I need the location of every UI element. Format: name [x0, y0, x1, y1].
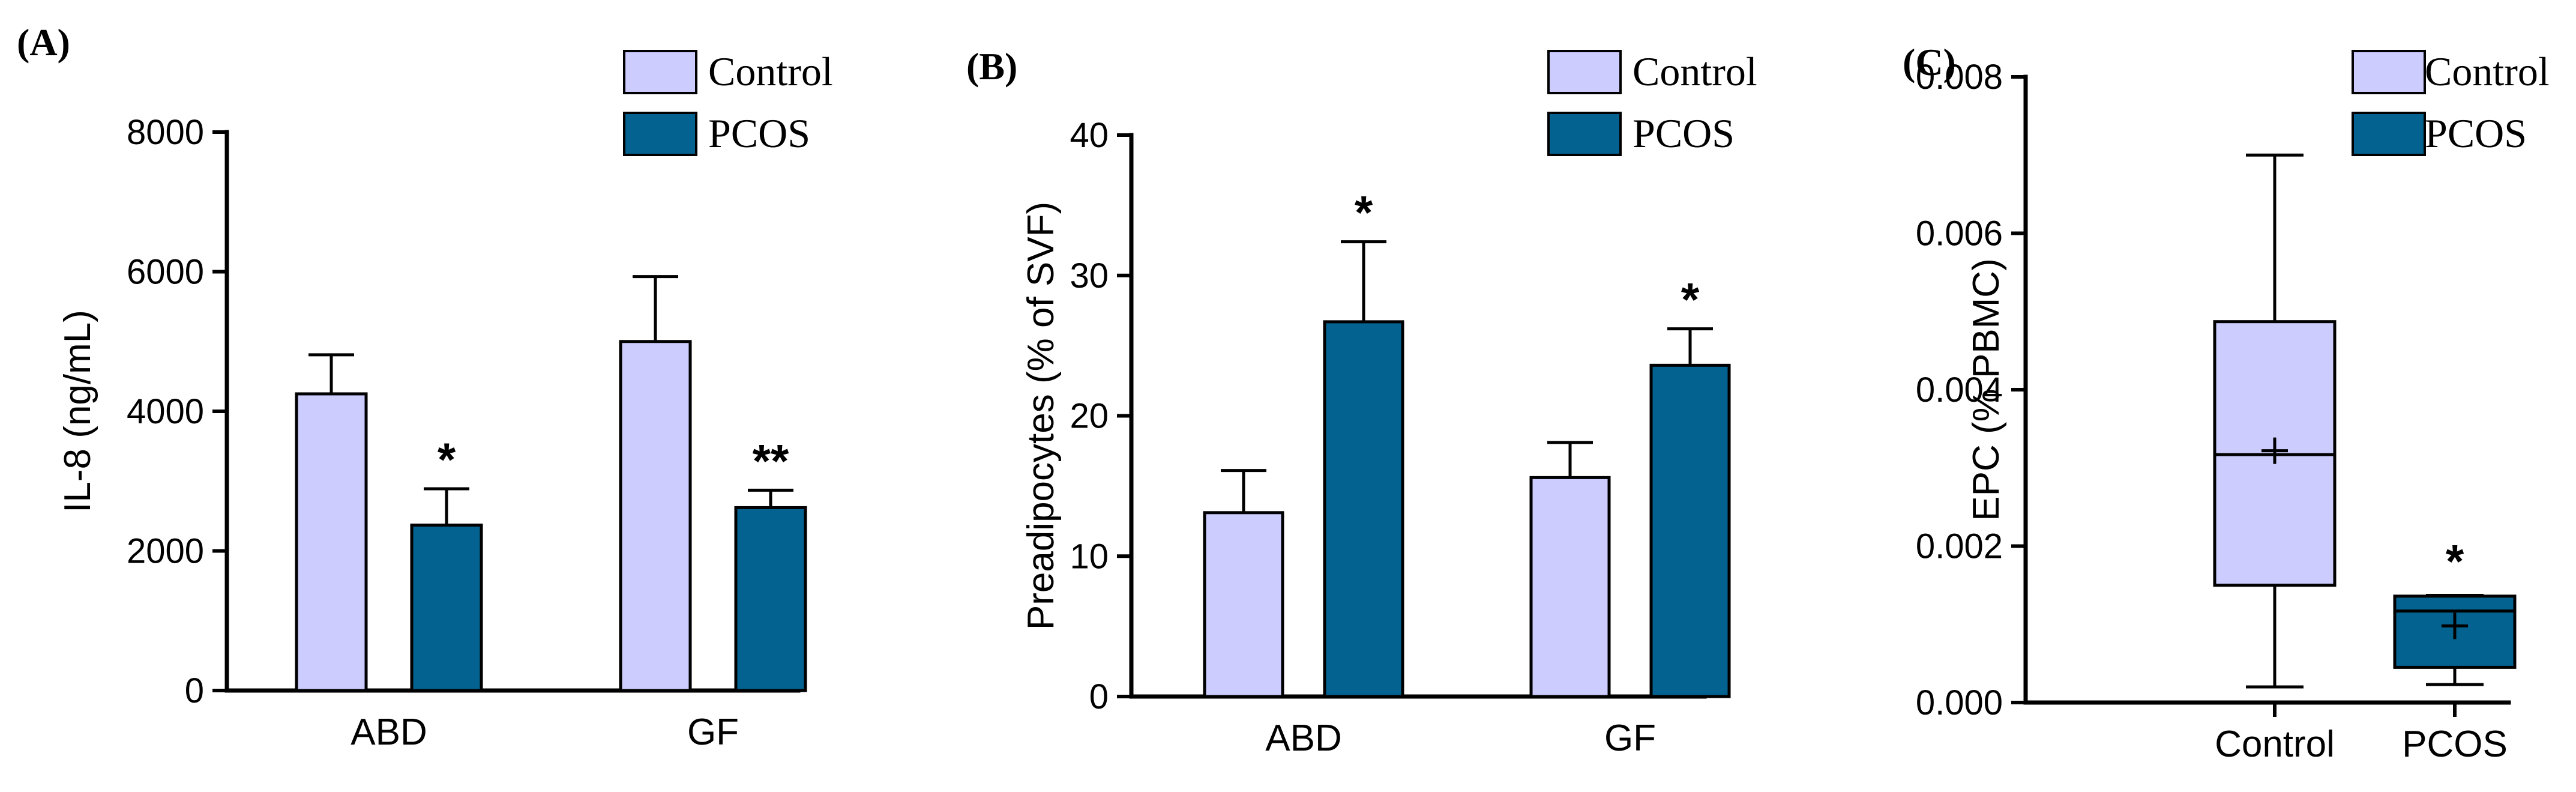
- legend-swatch-pcos: [2352, 112, 2426, 156]
- x-category-label: Control: [2215, 724, 2335, 765]
- significance-marker: *: [1681, 273, 1700, 326]
- x-category-label: ABD: [351, 712, 427, 753]
- legend-label: Control: [708, 49, 833, 94]
- y-tick-label: 0.008: [1916, 58, 2003, 97]
- x-category-label: GF: [1604, 718, 1656, 759]
- legend-label: PCOS: [708, 110, 810, 156]
- y-tick-label: 8000: [127, 113, 204, 152]
- y-tick-label: 0: [185, 671, 204, 710]
- significance-marker: *: [1355, 186, 1373, 239]
- y-axis-label: Preadipocytes (% of SVF): [1020, 202, 1062, 630]
- bar-control-gf: [1529, 476, 1611, 698]
- bar-pcos-abd: [410, 523, 483, 692]
- y-axis-label: EPC (% PBMC): [1966, 258, 2007, 521]
- legend-label: Control: [1633, 49, 1757, 94]
- panel-label: (B): [966, 45, 1017, 88]
- y-tick-label: 20: [1070, 397, 1109, 436]
- panel-b-preadipocytes-chart: (B) 0 10 20 30 40 Preadipocytes (% of SVF) ABD G…: [966, 45, 1757, 759]
- bar-control-abd: [1203, 511, 1284, 698]
- x-category-label: ABD: [1265, 718, 1341, 759]
- legend-label: Control: [2425, 49, 2550, 94]
- y-tick-label: 6000: [127, 253, 204, 292]
- x-category-label: PCOS: [2402, 724, 2508, 765]
- bar-pcos-gf: [1649, 363, 1731, 698]
- y-tick-label: 4000: [127, 392, 204, 431]
- y-tick-label: 0: [1089, 677, 1109, 716]
- y-tick-label: 10: [1070, 537, 1109, 576]
- panel-c-epc-boxplot: (C) 0.000 0.002 0.004 0.006 0.008 EPC (% PBMC)…: [1903, 41, 2550, 765]
- panel-label: (A): [17, 21, 70, 64]
- legend-label: PCOS: [2425, 110, 2527, 156]
- legend-swatch-control: [2352, 50, 2426, 94]
- y-tick-label: 0.000: [1916, 683, 2003, 722]
- x-category-label: GF: [687, 712, 739, 753]
- panel-label: (C): [1903, 41, 1956, 83]
- bar-control-gf: [619, 340, 692, 692]
- legend-label: PCOS: [1633, 110, 1735, 156]
- y-tick-label: 40: [1070, 116, 1109, 155]
- y-tick-label: 2000: [127, 532, 204, 571]
- y-tick-label: 0.006: [1916, 214, 2003, 253]
- bar-control-abd: [295, 392, 368, 692]
- legend-swatch-pcos: [1547, 112, 1622, 156]
- panel-a-il8-chart: (A) 0 2000 4000 6000 8000 IL-8 (ng/mL) ABD GF Con…: [17, 21, 833, 753]
- y-tick-label: 30: [1070, 256, 1109, 295]
- significance-marker: *: [2446, 535, 2464, 588]
- significance-marker: *: [438, 433, 456, 486]
- y-axis-label: IL-8 (ng/mL): [57, 310, 98, 513]
- legend-swatch-pcos: [623, 112, 697, 156]
- significance-marker: **: [753, 434, 789, 487]
- y-tick-label: 0.002: [1916, 527, 2003, 566]
- y-tick-label: 0.004: [1916, 370, 2003, 410]
- legend-swatch-control: [1547, 50, 1622, 94]
- bar-pcos-abd: [1323, 320, 1404, 698]
- bar-pcos-gf: [734, 506, 807, 692]
- legend-swatch-control: [623, 50, 697, 94]
